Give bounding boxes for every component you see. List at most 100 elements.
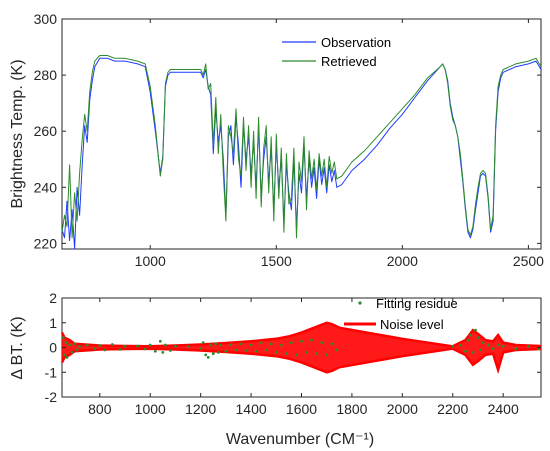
residue-point	[325, 353, 329, 357]
residue-point	[64, 341, 68, 344]
residue-point	[234, 348, 238, 352]
residue-point	[269, 342, 273, 346]
residue-point	[335, 348, 339, 352]
residue-point	[68, 343, 71, 347]
residue-point	[224, 349, 228, 353]
residue-point	[264, 348, 268, 352]
residue-point	[305, 351, 308, 354]
residue-point	[315, 352, 318, 356]
residue-point	[496, 343, 500, 347]
top-plot-area	[61, 18, 542, 250]
noise-level-upper-line	[60, 321, 542, 348]
residue-point	[290, 341, 293, 344]
residue-point	[85, 343, 89, 347]
bottom-series-group	[60, 321, 542, 375]
bottom-xtick-label: 2200	[437, 401, 468, 417]
series-line-retrieved	[61, 55, 542, 239]
residue-point	[75, 348, 79, 352]
residue-point	[451, 344, 455, 348]
residue-point	[501, 344, 505, 348]
residue-point	[186, 345, 190, 348]
top-ytick-label: 220	[34, 235, 58, 251]
residue-point	[469, 333, 472, 337]
residue-point	[143, 347, 147, 351]
top-legend: Observation Retrieved	[282, 35, 391, 69]
top-y-ticks: 220 240 260 280 300	[34, 11, 541, 251]
residue-point	[491, 347, 495, 351]
residue-point	[161, 351, 165, 354]
residue-point	[279, 343, 283, 347]
residue-point	[219, 343, 223, 347]
bottom-xtick-label: 800	[88, 401, 112, 417]
bottom-y-axis-label: Δ BT. (K)	[9, 316, 26, 379]
residue-point	[259, 341, 263, 344]
top-x-ticks: 1000 1500 2000 2500	[135, 19, 544, 269]
legend-noise-label: Noise level	[380, 317, 444, 332]
residue-point	[466, 338, 470, 342]
noise-level-lower-line	[60, 347, 542, 375]
residue-point	[103, 348, 107, 352]
top-ytick-label: 280	[34, 67, 58, 83]
residue-point	[199, 347, 203, 350]
residue-point	[164, 343, 167, 347]
residue-point	[70, 351, 74, 354]
residue-point	[158, 339, 162, 343]
bottom-x-axis-label: Wavenumber (CM⁻¹)	[226, 431, 374, 448]
bottom-xtick-label: 2400	[488, 401, 519, 417]
residue-point	[111, 343, 114, 346]
residue-point	[514, 347, 518, 351]
residue-point	[201, 341, 205, 344]
residue-point	[474, 328, 477, 332]
bottom-ytick-label: -1	[45, 364, 58, 380]
residue-point	[229, 343, 233, 346]
residue-point	[211, 352, 215, 356]
residue-point	[169, 349, 172, 352]
bottom-xtick-label: 2000	[387, 401, 418, 417]
residue-point	[214, 342, 218, 346]
residue-point	[148, 343, 152, 347]
bottom-xtick-label: 1400	[236, 401, 267, 417]
residue-point	[464, 349, 467, 353]
residue-point	[118, 348, 122, 351]
top-xtick-label: 2000	[387, 253, 418, 269]
legend-residue-label: Fitting residue	[376, 296, 458, 311]
bottom-xtick-label: 1000	[135, 401, 166, 417]
bottom-x-ticks: 800 1000 1200 1400 1600 1800 2000 2200 2400	[88, 298, 519, 417]
residue-point	[63, 353, 66, 357]
legend-retrieved-label: Retrieved	[321, 54, 377, 69]
residue-point	[300, 339, 303, 343]
residue-point	[153, 349, 157, 353]
residue-point	[204, 353, 208, 357]
bottom-ytick-label: 2	[49, 290, 57, 306]
top-series-group	[61, 55, 542, 250]
residue-point	[458, 343, 462, 347]
top-ytick-label: 240	[34, 179, 58, 195]
bottom-panel: 800 1000 1200 1400 1600 1800 2000 2200 2400 -2 -1…	[9, 290, 542, 448]
bottom-ytick-label: -2	[45, 389, 58, 405]
top-xtick-label: 2500	[513, 253, 544, 269]
residue-point	[244, 349, 248, 352]
residue-point	[310, 338, 313, 342]
residue-point	[481, 341, 485, 344]
residue-point	[295, 353, 298, 357]
residue-point	[93, 347, 97, 351]
residue-point	[123, 344, 127, 348]
residue-point	[209, 343, 213, 347]
residue-point	[254, 349, 258, 353]
bottom-xtick-label: 1800	[336, 401, 367, 417]
bottom-xtick-label: 1200	[185, 401, 216, 417]
residue-point	[285, 352, 288, 356]
top-y-axis-label: Brightness Temp. (K)	[9, 59, 26, 208]
bottom-y-ticks: -2 -1 0 1 2	[45, 290, 541, 405]
residue-point	[476, 336, 480, 339]
residue-point	[486, 343, 490, 347]
residue-point	[320, 341, 324, 344]
residue-point	[136, 344, 140, 348]
legend-residue-swatch	[358, 301, 362, 305]
noise-level-band	[62, 322, 541, 373]
top-xtick-label: 1000	[135, 253, 166, 269]
top-ytick-label: 300	[34, 11, 58, 27]
residue-point	[78, 344, 81, 348]
residue-point	[206, 356, 210, 359]
